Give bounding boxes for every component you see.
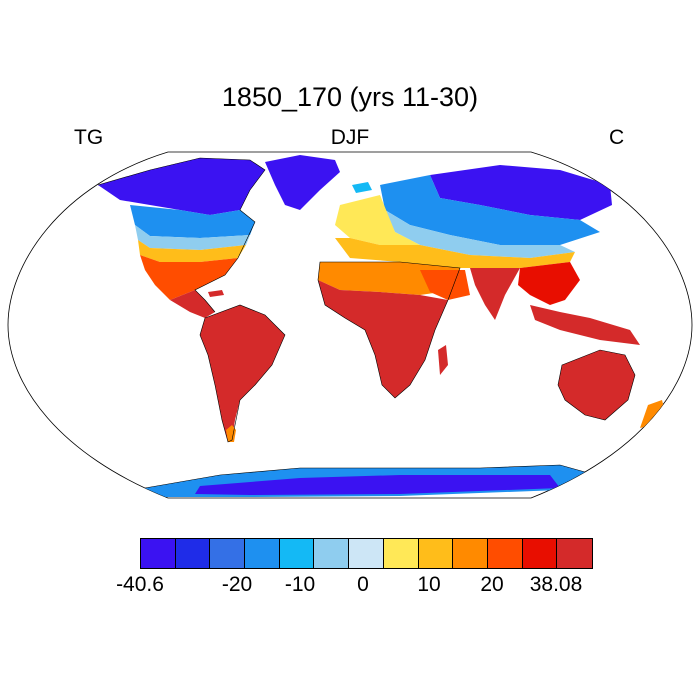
colorbar-swatch-3: [245, 539, 280, 568]
africa-tropics: [318, 280, 448, 398]
new-zealand: [640, 400, 665, 428]
north-america-pale: [135, 225, 250, 250]
colorbar-swatch-9: [453, 539, 488, 568]
greenland: [265, 155, 340, 210]
australia: [558, 350, 635, 420]
colorbar-tick-label: 38.08: [529, 573, 583, 596]
colorbar-swatch-6: [349, 539, 384, 568]
coastlines: [97, 157, 636, 489]
colorbar-tick-label: 10: [417, 573, 441, 596]
eurasia-pale: [385, 210, 575, 258]
mediterranean-warm: [335, 238, 575, 268]
colorbar-tick-label: 20: [480, 573, 504, 596]
colorbar-tick-label: -10: [284, 573, 316, 596]
colorbar-swatch-1: [175, 539, 211, 568]
indonesia: [530, 305, 640, 345]
colorbar-swatch-4: [279, 539, 315, 568]
north-america-cold: [98, 158, 265, 215]
colorbar-swatch-5: [314, 539, 350, 568]
south-america: [200, 305, 285, 442]
north-america-mild: [138, 240, 246, 262]
colorbar-swatch-12: [557, 539, 592, 568]
season-label: DJF: [330, 126, 370, 149]
patagonia: [226, 425, 236, 442]
colorbar: [140, 538, 593, 569]
europe-mild: [335, 195, 420, 245]
colorbar-tick-label: 0: [357, 573, 369, 596]
north-america-cool: [130, 205, 255, 238]
variable-label: TG: [74, 126, 104, 149]
middle-east: [420, 270, 470, 300]
units-label: C: [609, 126, 625, 149]
antarctica-interior: [195, 475, 560, 495]
india: [470, 268, 520, 320]
colorbar-swatch-11: [522, 539, 558, 568]
colorbar-swatch-10: [487, 539, 523, 568]
map-title: 1850_170 (yrs 11-30): [221, 82, 479, 112]
caribbean-islands: [208, 290, 224, 297]
madagascar: [438, 345, 448, 375]
colorbar-swatch-0: [141, 539, 176, 568]
eurasia-cool: [380, 175, 600, 245]
iceland: [352, 182, 372, 193]
colorbar-tick-label: -40.6: [116, 573, 164, 596]
southeast-asia: [518, 262, 580, 305]
colorbar-swatch-8: [418, 539, 454, 568]
colorbar-swatch-7: [383, 539, 419, 568]
colorbar-swatch-2: [210, 539, 246, 568]
north-america-warm: [140, 255, 238, 300]
central-america: [170, 290, 215, 318]
siberia-cold: [430, 165, 612, 220]
colorbar-tick-label: -20: [221, 573, 253, 596]
